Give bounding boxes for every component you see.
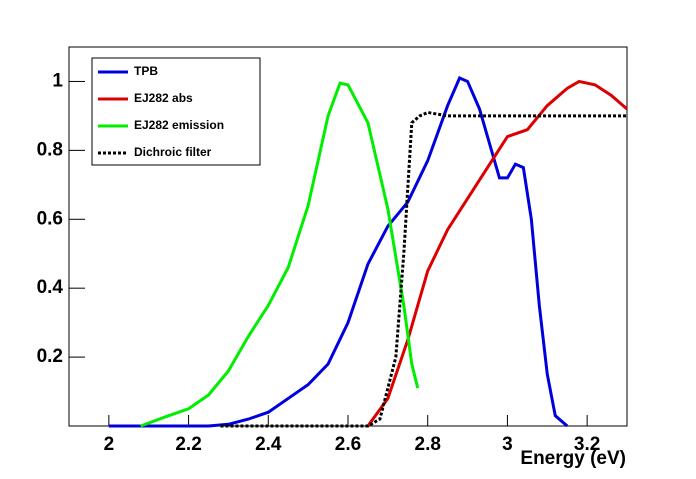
series-line	[140, 81, 420, 428]
legend-label: EJ282 abs	[134, 91, 193, 105]
x-tick-label: 2.4	[255, 434, 282, 455]
y-tick-label: 0.4	[37, 277, 64, 298]
x-tick-label: 2.6	[335, 434, 361, 455]
y-tick-label: 0.8	[37, 139, 63, 160]
x-tick-label: 2.8	[415, 434, 441, 455]
legend-label: Dichroic filter	[134, 145, 212, 159]
legend-box	[91, 57, 261, 166]
x-tick-label: 3	[502, 434, 513, 455]
series-line	[108, 76, 569, 428]
legend-label: EJ282 emission	[134, 118, 224, 132]
x-tick-label: 2	[104, 434, 115, 455]
x-tick-label: 2.2	[175, 434, 201, 455]
series-line	[366, 79, 628, 427]
legend-label: TPB	[134, 64, 158, 78]
y-tick-label: 0.6	[37, 208, 63, 229]
x-tick-label: 3.2	[574, 434, 600, 455]
y-tick-label: 1	[52, 70, 63, 91]
y-tick-label: 0.2	[37, 346, 63, 367]
x-axis-label: Energy (eV)	[520, 448, 626, 469]
